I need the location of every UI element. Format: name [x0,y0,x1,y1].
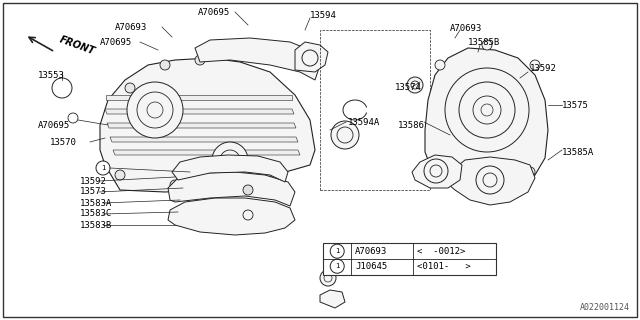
Circle shape [337,127,353,143]
Circle shape [346,256,354,264]
Circle shape [243,185,253,195]
Text: 13574: 13574 [395,83,422,92]
Circle shape [367,247,373,253]
Text: 13575: 13575 [562,100,589,109]
Circle shape [96,161,110,175]
Circle shape [483,173,497,187]
Circle shape [473,96,501,124]
Circle shape [481,104,493,116]
Text: FRONT: FRONT [58,35,96,57]
Polygon shape [320,290,345,308]
Circle shape [127,82,183,138]
Circle shape [411,81,419,89]
Circle shape [430,165,442,177]
Text: J10645: J10645 [355,262,387,271]
Circle shape [407,77,423,93]
Circle shape [320,270,336,286]
Polygon shape [425,48,548,190]
Circle shape [476,166,504,194]
Polygon shape [168,172,295,206]
Text: A022001124: A022001124 [580,303,630,312]
Polygon shape [113,150,300,155]
Bar [323,243,496,275]
Circle shape [445,68,529,152]
Circle shape [330,259,344,273]
Circle shape [220,150,240,170]
Polygon shape [172,155,288,182]
Text: A70693: A70693 [450,23,483,33]
Text: 13553: 13553 [38,70,65,79]
Circle shape [212,142,248,178]
Polygon shape [107,123,296,128]
Text: 1: 1 [101,165,105,171]
Text: 13570: 13570 [50,138,77,147]
Polygon shape [412,155,462,188]
Text: 13583A: 13583A [80,198,112,207]
Circle shape [302,50,318,66]
Circle shape [68,113,78,123]
Text: 13583B: 13583B [80,220,112,229]
Circle shape [482,40,492,50]
Polygon shape [195,38,320,80]
Text: 13592: 13592 [80,177,107,186]
Circle shape [52,78,72,98]
Text: 13592: 13592 [530,63,557,73]
Circle shape [195,55,205,65]
Text: A70693: A70693 [115,22,147,31]
Text: A70693: A70693 [355,247,387,256]
Polygon shape [105,109,294,114]
Polygon shape [110,137,298,142]
Circle shape [440,167,450,177]
Circle shape [125,83,135,93]
Circle shape [331,121,359,149]
Polygon shape [168,198,295,235]
Circle shape [530,60,540,70]
Text: 13573: 13573 [80,188,107,196]
Text: 13585B: 13585B [468,37,500,46]
Text: <0101-   >: <0101- > [417,262,471,271]
Circle shape [137,92,173,128]
Text: 13586: 13586 [398,121,425,130]
Circle shape [424,159,448,183]
Text: A70695: A70695 [198,7,230,17]
Text: 13594A: 13594A [348,117,380,126]
Circle shape [435,60,445,70]
Circle shape [459,82,515,138]
Circle shape [147,102,163,118]
Circle shape [525,167,535,177]
Circle shape [330,244,344,258]
Text: <  -0012>: < -0012> [417,247,465,256]
Polygon shape [100,58,315,192]
Text: 13583C: 13583C [80,210,112,219]
Text: 13585A: 13585A [562,148,595,156]
Circle shape [160,60,170,70]
Circle shape [243,210,253,220]
Text: 1: 1 [335,263,339,269]
Text: 1: 1 [335,248,339,254]
Circle shape [115,170,125,180]
Circle shape [235,170,245,180]
Circle shape [324,274,332,282]
Polygon shape [448,157,535,205]
Text: 13594: 13594 [310,11,337,20]
Bar [320,30,430,190]
Circle shape [170,180,180,190]
Text: A70695: A70695 [100,37,132,46]
Text: A70695: A70695 [38,121,70,130]
Polygon shape [106,95,292,100]
Polygon shape [295,42,328,72]
